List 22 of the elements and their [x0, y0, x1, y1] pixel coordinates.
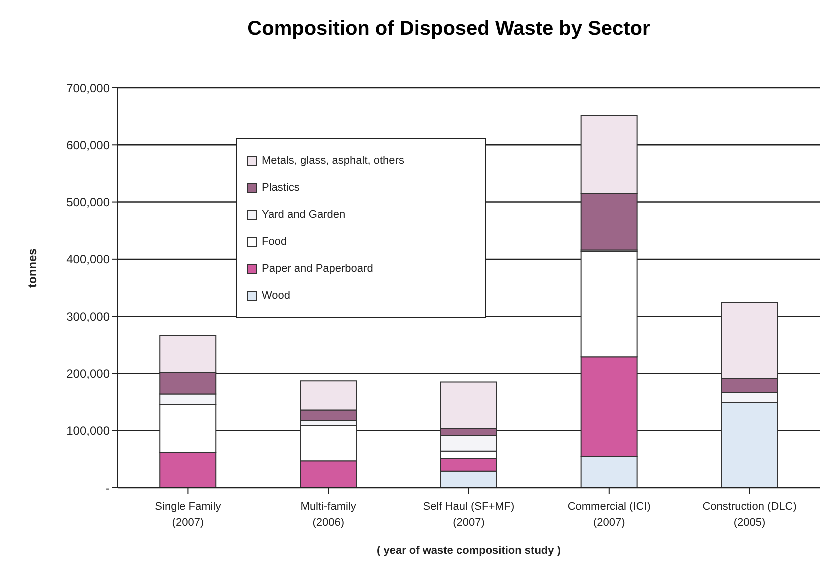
legend-label: Food: [262, 234, 288, 250]
chart-title: Composition of Disposed Waste by Sector: [246, 17, 652, 42]
y-tick-label: 300,000: [66, 310, 110, 324]
legend-label: Yard and Garden: [262, 208, 346, 222]
y-tick-label: 100,000: [66, 424, 110, 438]
y-tick-label: 200,000: [66, 366, 110, 381]
y-tick-label: 500,000: [66, 196, 110, 210]
y-tick-label: 400,000: [66, 252, 110, 267]
y-tick-label: 600,000: [66, 138, 110, 152]
y-axis-title: tonnes: [25, 248, 40, 288]
y-tick-label: -: [106, 481, 110, 496]
legend-label: Wood: [262, 288, 291, 304]
x-tick-label: Multi-family (2006): [300, 501, 357, 529]
x-tick-label: Single Family (2007): [155, 501, 222, 529]
legend-label: Paper and Paperboard: [262, 262, 374, 276]
legend-label: Metals, glass, asphalt, others: [262, 154, 404, 168]
x-tick-label: Self Haul (SF+MF) (2007): [423, 501, 515, 529]
x-axis-title: ( year of waste composition study ): [377, 545, 562, 557]
y-tick-label: 700,000: [66, 81, 110, 96]
x-tick-label: Commercial (ICI) (2007): [568, 501, 651, 529]
x-tick-label: Construction (DLC) (2005): [702, 501, 797, 529]
legend-label: Plastics: [262, 180, 300, 196]
